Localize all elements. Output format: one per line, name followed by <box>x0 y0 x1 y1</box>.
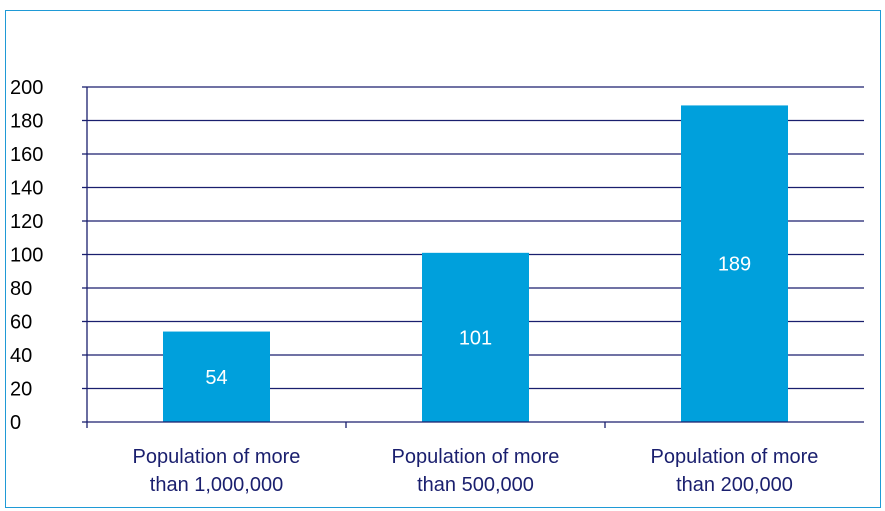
y-tick-label: 100 <box>10 245 43 267</box>
x-tick-label: than 200,000 <box>676 474 793 496</box>
y-tick-label: 0 <box>10 412 21 434</box>
x-tick-label: than 1,000,000 <box>150 474 283 496</box>
x-tick-label: Population of more <box>133 446 301 468</box>
y-tick-label: 120 <box>10 211 43 233</box>
x-tick-label: Population of more <box>651 446 819 468</box>
bar-3 <box>681 105 788 423</box>
bar-2 <box>422 252 529 422</box>
x-tick-label: Population of more <box>392 446 560 468</box>
bar-1 <box>163 331 270 422</box>
data-label-3: 189 <box>718 254 751 276</box>
data-label-1: 54 <box>205 367 227 389</box>
x-tick-label: than 500,000 <box>417 474 534 496</box>
data-labels: 54 101 189 <box>205 254 751 389</box>
y-tick-label: 200 <box>10 77 43 99</box>
axes <box>82 86 864 428</box>
y-tick-label: 140 <box>10 178 43 200</box>
y-tick-label: 40 <box>10 345 32 367</box>
data-label-2: 101 <box>459 327 492 349</box>
y-tick-labels: 0 20 40 60 80 100 120 140 160 180 200 <box>10 77 43 434</box>
y-tick-label: 80 <box>10 278 32 300</box>
y-tick-label: 180 <box>10 111 43 133</box>
y-tick-label: 60 <box>10 312 32 334</box>
y-tick-label: 20 <box>10 379 32 401</box>
y-tick-label: 160 <box>10 144 43 166</box>
x-tick-labels: Population of more than 1,000,000 Populati… <box>133 446 819 496</box>
bars <box>163 105 788 423</box>
